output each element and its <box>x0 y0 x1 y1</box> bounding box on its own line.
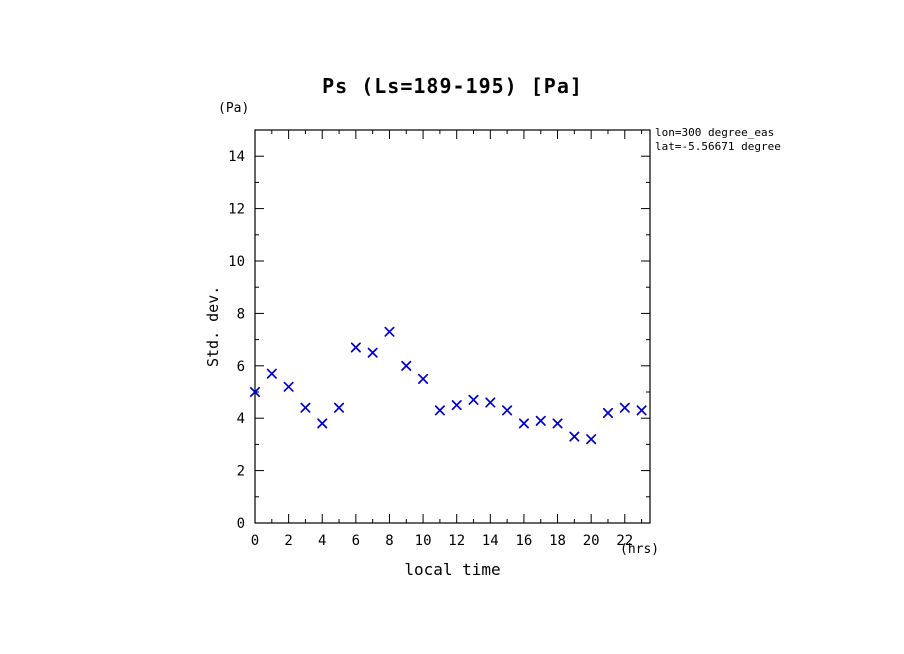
data-point <box>535 415 546 426</box>
data-point <box>502 405 513 416</box>
data-point <box>249 386 261 398</box>
data-point <box>636 405 647 416</box>
data-point <box>485 397 496 408</box>
data-point <box>586 434 597 445</box>
data-point <box>367 347 378 358</box>
x-tick-label: 10 <box>415 533 432 549</box>
data-point <box>283 381 294 392</box>
data-point <box>602 407 614 419</box>
y-tick-label: 12 <box>228 202 245 218</box>
data-point <box>468 394 479 405</box>
data-point <box>300 402 311 413</box>
y-tick-label: 8 <box>237 306 245 322</box>
x-tick-label: 22 <box>616 533 633 549</box>
x-tick-label: 6 <box>352 533 360 549</box>
data-point <box>518 418 529 429</box>
x-tick-label: 4 <box>318 533 326 549</box>
x-axis-unit-label: (hrs) <box>620 542 660 557</box>
data-point <box>333 402 345 413</box>
data-point <box>401 360 412 371</box>
plot-frame <box>254 129 651 524</box>
data-point <box>317 418 328 429</box>
y-tick-label: 6 <box>237 359 245 375</box>
data-point <box>451 400 462 411</box>
y-tick-label: 10 <box>228 254 245 270</box>
data-point <box>418 373 429 384</box>
data-point <box>434 405 445 416</box>
y-tick-label: 2 <box>237 464 245 480</box>
chart-title: Ps (Ls=189-195) [Pa] <box>322 74 583 98</box>
data-point <box>552 418 563 429</box>
y-tick-label: 4 <box>237 411 245 427</box>
data-point <box>350 342 361 353</box>
data-point <box>619 402 630 413</box>
x-tick-label: 18 <box>549 533 566 549</box>
data-point <box>569 431 580 442</box>
annotation-latitude: lat=-5.56671 degree <box>655 140 781 153</box>
x-tick-label: 12 <box>448 533 465 549</box>
x-tick-label: 2 <box>284 533 292 549</box>
x-axis-label: local time <box>404 560 501 579</box>
x-tick-label: 8 <box>385 533 393 549</box>
x-tick-label: 16 <box>516 533 533 549</box>
annotation-longitude: lon=300 degree_eas <box>655 126 775 139</box>
y-tick-label: 14 <box>228 149 245 165</box>
x-tick-label: 14 <box>482 533 499 549</box>
data-point <box>266 368 277 379</box>
x-tick-label: 20 <box>583 533 600 549</box>
y-axis-unit-label: (Pa) <box>218 101 250 116</box>
data-point <box>384 326 395 337</box>
x-tick-label: 0 <box>251 533 259 549</box>
y-tick-label: 0 <box>237 516 245 532</box>
